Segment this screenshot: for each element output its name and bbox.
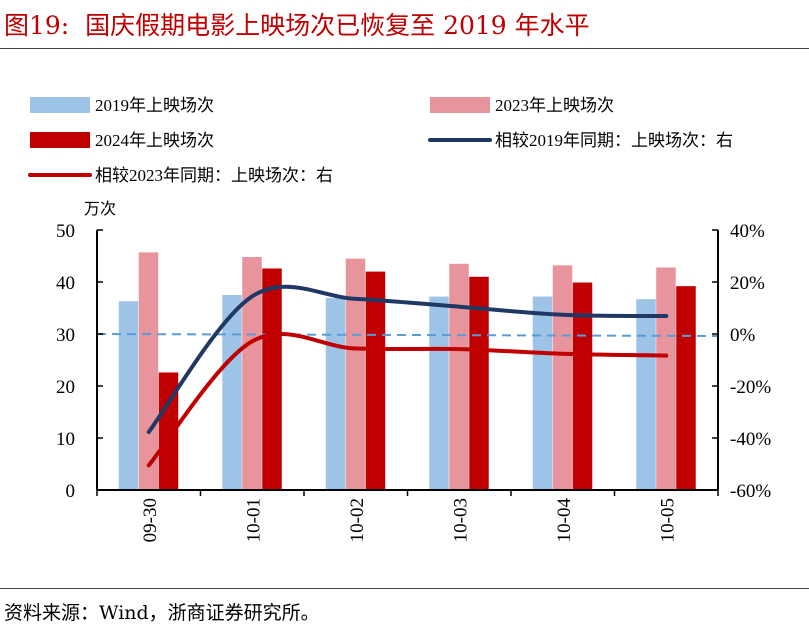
bar xyxy=(656,267,676,490)
figure-title: 图19: 国庆假期电影上映场次已恢复至 2019 年水平 xyxy=(4,11,590,40)
bar xyxy=(138,252,159,490)
left-tick-label: 10 xyxy=(56,429,75,450)
x-tick-label: 10-02 xyxy=(347,498,368,542)
bar xyxy=(222,295,242,490)
bar xyxy=(636,299,656,490)
x-tick-label: 10-05 xyxy=(657,498,678,542)
bar xyxy=(262,268,282,490)
left-tick-label: 30 xyxy=(56,325,75,346)
bar xyxy=(345,258,366,490)
legend-label: 2023年上映场次 xyxy=(495,96,614,115)
bar xyxy=(325,298,346,490)
legend-label: 2024年上映场次 xyxy=(95,131,214,150)
source-note: 资料来源：Wind，浙商证券研究所。 xyxy=(4,602,320,624)
bar xyxy=(242,257,262,490)
bar xyxy=(449,263,469,490)
right-tick-label: 20% xyxy=(730,273,765,294)
x-tick-label: 10-03 xyxy=(450,498,471,542)
footer-divider xyxy=(0,588,809,589)
bar xyxy=(676,286,696,490)
x-tick-label: 09-30 xyxy=(140,498,161,542)
bar xyxy=(158,372,179,490)
bar xyxy=(469,276,489,490)
left-tick-label: 40 xyxy=(56,273,75,294)
left-tick-label: 50 xyxy=(56,221,75,242)
x-tick-label: 10-01 xyxy=(243,498,264,542)
right-tick-label: -20% xyxy=(730,377,771,398)
left-tick-label: 0 xyxy=(66,481,76,502)
legend-swatch xyxy=(430,97,490,113)
legend-label: 相较2023年同期：上映场次：右 xyxy=(95,166,333,185)
legend-label: 2019年上映场次 xyxy=(95,96,214,115)
bar xyxy=(118,301,139,490)
bar xyxy=(552,265,573,490)
bar xyxy=(572,282,593,490)
right-tick-label: 0% xyxy=(730,325,756,346)
right-tick-label: -60% xyxy=(730,481,771,502)
series-line xyxy=(146,331,669,468)
legend-swatch xyxy=(30,132,90,148)
legend-label: 相较2019年同期：上映场次：右 xyxy=(495,131,733,150)
left-tick-label: 20 xyxy=(56,377,75,398)
bar xyxy=(429,296,449,490)
chart-svg: 2019年上映场次 2023年上映场次 2024年上映场次 相较2019年同期：上映场… xyxy=(28,96,771,543)
left-axis-unit: 万次 xyxy=(84,200,116,218)
bar xyxy=(365,271,386,490)
x-tick-label: 10-04 xyxy=(554,498,575,543)
legend-swatch xyxy=(30,97,90,113)
right-tick-label: 40% xyxy=(730,221,765,242)
title-divider xyxy=(0,48,809,49)
right-tick-label: -40% xyxy=(730,429,771,450)
series-line xyxy=(146,284,669,435)
bar xyxy=(532,296,553,490)
zero-reference-line xyxy=(96,333,719,337)
